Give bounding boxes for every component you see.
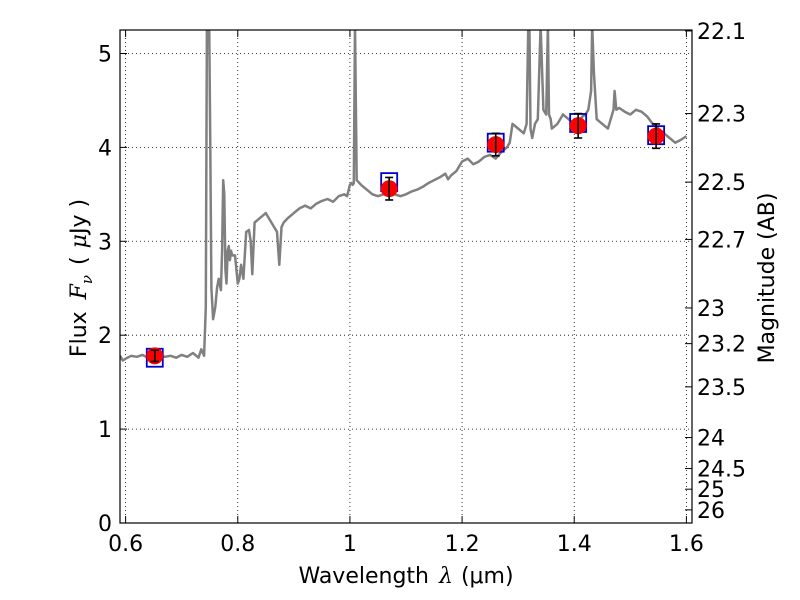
- mag-tick-label: 23.2: [697, 333, 746, 358]
- mag-tick-label: 22.1: [697, 20, 746, 45]
- x-tick-label: 1.4: [557, 532, 592, 557]
- y-tick-label: 4: [98, 136, 112, 161]
- y-axis-label-rest: Jy ): [67, 199, 92, 236]
- y-axis-label-math: F: [67, 283, 92, 300]
- mag-tick-label: 24: [697, 427, 725, 452]
- x-axis-label-math: λ: [438, 564, 453, 589]
- model-spectrum-line: [120, 30, 688, 362]
- y-tick-label: 1: [98, 418, 112, 443]
- y-axis-label-open: (: [67, 256, 92, 265]
- x-tick-label: 1: [343, 532, 357, 557]
- grid-lines: [120, 30, 692, 523]
- y-tick-label: 3: [98, 230, 112, 255]
- y-axis-title: Flux Fν ( μJy ): [67, 199, 96, 357]
- x-axis-label-text: Wavelength: [298, 564, 429, 589]
- y2-axis-title: Magnitude (AB): [755, 193, 780, 364]
- x-axis-title: Wavelength λ (μm): [298, 564, 513, 589]
- mag-tick-label: 22.7: [697, 228, 746, 253]
- mag-tick-label: 25: [697, 478, 725, 503]
- x-axis-label-unit: (μm): [461, 564, 514, 589]
- y-tick-label: 0: [98, 512, 112, 537]
- y-tick-label: 5: [98, 42, 112, 67]
- x-tick-label: 0.6: [108, 532, 143, 557]
- plot-area: [120, 30, 688, 362]
- x-tick-label: 0.8: [220, 532, 255, 557]
- x-tick-label: 1.2: [445, 532, 480, 557]
- markers: [145, 112, 666, 368]
- y-axis-label-math-sub: ν: [78, 275, 96, 284]
- mag-tick-label: 23.5: [697, 376, 746, 401]
- mag-tick-label: 26: [697, 499, 725, 524]
- mag-tick-label: 22.3: [697, 103, 746, 128]
- axis-ticks: 0.6 0.8 1 1.2 1.4 1.601234522.122.322.522.723…: [98, 20, 746, 557]
- mag-tick-label: 23: [697, 297, 725, 322]
- y-tick-label: 2: [98, 324, 112, 349]
- plot-frame: [119, 29, 693, 524]
- x-tick-label: 1.6: [669, 532, 704, 557]
- y-axis-label-text: Flux: [67, 311, 92, 357]
- y-axis-label-mu: μ: [67, 234, 92, 248]
- mag-tick-label: 24.5: [697, 458, 746, 483]
- mag-tick-label: 22.5: [697, 171, 746, 196]
